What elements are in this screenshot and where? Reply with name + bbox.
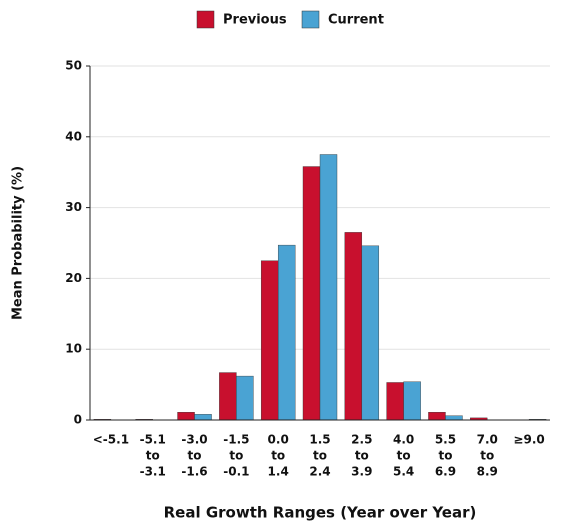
x-tick-label: to <box>271 449 285 463</box>
y-tick-label: 50 <box>65 59 82 73</box>
bar <box>319 154 338 421</box>
x-tick-label: to <box>313 449 327 463</box>
y-tick-label: 10 <box>65 342 82 356</box>
bar <box>302 166 321 421</box>
x-tick-label: to <box>397 449 411 463</box>
x-tick-label: 1.5 <box>309 433 330 447</box>
x-tick-label: <-5.1 <box>93 433 129 447</box>
x-tick-label: -1.6 <box>181 465 207 479</box>
bar <box>428 412 446 421</box>
x-tick-label: -0.1 <box>223 465 249 479</box>
x-tick-label: 7.0 <box>477 433 498 447</box>
bar <box>177 412 195 421</box>
x-tick-label: -1.5 <box>223 433 249 447</box>
legend-label: Current <box>328 13 384 28</box>
x-tick-label: to <box>146 449 160 463</box>
x-tick-label: to <box>188 449 202 463</box>
x-tick-label: -5.1 <box>140 433 166 447</box>
legend-swatch <box>196 10 215 29</box>
x-tick-label: 4.0 <box>393 433 414 447</box>
x-tick-label: 5.5 <box>435 433 456 447</box>
bar <box>386 382 404 421</box>
x-tick-label: to <box>438 449 452 463</box>
bar <box>260 260 279 421</box>
x-tick-label: -3.0 <box>181 433 207 447</box>
x-tick-label: 2.5 <box>351 433 372 447</box>
bar <box>236 375 254 421</box>
bar <box>194 414 212 421</box>
x-tick-label: 1.4 <box>268 465 289 479</box>
bar <box>277 244 296 421</box>
bar <box>219 372 237 421</box>
x-tick-label: to <box>355 449 369 463</box>
x-tick-label: 2.4 <box>309 465 330 479</box>
x-tick-label: 8.9 <box>477 465 498 479</box>
x-tick-label: -3.1 <box>140 465 166 479</box>
y-tick-label: 30 <box>65 200 82 214</box>
bar <box>403 381 421 421</box>
legend-label: Previous <box>223 13 287 28</box>
y-tick-label: 0 <box>74 413 82 427</box>
x-tick-label: to <box>229 449 243 463</box>
x-axis-title: Real Growth Ranges (Year over Year) <box>164 504 477 522</box>
x-tick-label: 6.9 <box>435 465 456 479</box>
x-tick-label: ≥9.0 <box>513 433 544 447</box>
x-tick-label: to <box>480 449 494 463</box>
bar <box>361 245 380 421</box>
x-tick-label: 3.9 <box>351 465 372 479</box>
y-axis-title: Mean Probability (%) <box>11 166 26 320</box>
y-tick-label: 20 <box>65 271 82 285</box>
legend-swatch <box>301 10 320 29</box>
bar <box>344 232 363 421</box>
bar <box>445 415 463 421</box>
x-tick-label: 0.0 <box>268 433 289 447</box>
x-tick-label: 5.4 <box>393 465 414 479</box>
y-tick-label: 40 <box>65 129 82 143</box>
